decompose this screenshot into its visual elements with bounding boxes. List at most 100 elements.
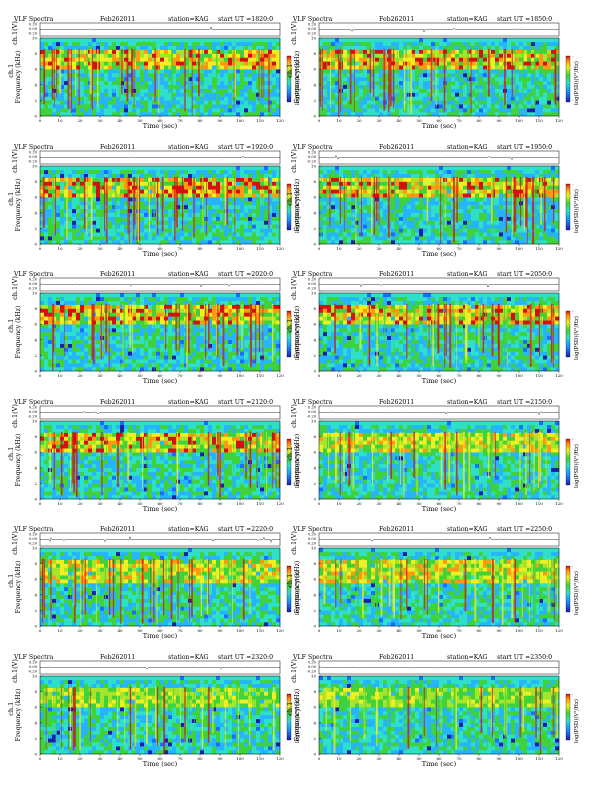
- spectrogram-cell: [439, 173, 444, 178]
- spectrogram-cell: [64, 201, 69, 206]
- spectrogram-cell: [264, 49, 269, 54]
- spectrogram-cell: [268, 92, 273, 97]
- spectrogram-cell: [220, 228, 225, 233]
- spectrogram-cell: [152, 80, 157, 85]
- spectrogram-cell: [92, 181, 97, 186]
- spectrogram-cell: [136, 84, 141, 89]
- spectrogram-cell: [411, 197, 416, 202]
- spectrogram-cell: [272, 84, 277, 89]
- spectrogram-cell: [228, 189, 233, 194]
- spectrogram-cell: [491, 69, 496, 74]
- spectrogram-cell: [331, 104, 336, 109]
- spectrogram-cell: [244, 220, 249, 225]
- spectrogram-cell: [531, 49, 536, 54]
- spectrogram-cell: [447, 189, 452, 194]
- spectrogram-cell: [543, 41, 548, 46]
- spectrogram-cell: [64, 216, 69, 221]
- spectrogram-cell: [148, 166, 153, 171]
- spectrogram-cell: [459, 208, 464, 213]
- spectrogram-cell: [40, 240, 45, 245]
- spectrogram-cell: [323, 197, 328, 202]
- spectrogram-cell: [272, 208, 277, 213]
- spectrogram-cell: [156, 73, 161, 78]
- spectrogram-cell: [164, 108, 169, 113]
- spectrogram-cell: [256, 201, 261, 206]
- spectrogram-cell: [244, 65, 249, 70]
- spectrogram-cell: [451, 41, 456, 46]
- spectrogram-cell: [120, 193, 125, 198]
- spectrogram-cell: [140, 212, 145, 217]
- spectrogram-cell: [128, 112, 133, 117]
- spectrogram-cell: [411, 216, 416, 221]
- spectrogram-cell: [495, 80, 500, 85]
- spectrogram-cell: [351, 232, 356, 237]
- time-tick-label: 90: [496, 118, 502, 123]
- spectrogram-cell: [435, 197, 440, 202]
- spectrogram-cell: [248, 84, 253, 89]
- spectrogram-cell: [351, 236, 356, 241]
- spectrogram-cell: [144, 112, 149, 117]
- spectrogram-cell: [208, 224, 213, 229]
- spectrogram-cell: [355, 96, 360, 101]
- spectrogram-cell: [407, 201, 412, 206]
- spectrogram-cell: [379, 185, 384, 190]
- spectrogram-cell: [76, 73, 81, 78]
- spectrogram-cell: [164, 189, 169, 194]
- spectrogram-cell: [56, 57, 61, 62]
- spectrogram-cell: [144, 104, 149, 109]
- spectrogram-cell: [244, 240, 249, 245]
- spectrogram-cell: [499, 240, 504, 245]
- spectrogram-cell: [375, 108, 380, 113]
- spectrogram-cell: [435, 212, 440, 217]
- spectrogram-cell: [379, 216, 384, 221]
- spectrogram-cell: [144, 201, 149, 206]
- spectrogram-cell: [60, 112, 65, 117]
- spectrogram-cell: [323, 240, 328, 245]
- spectrogram-cell: [395, 38, 400, 43]
- spectrogram-cell: [224, 41, 229, 46]
- spectrogram-cell: [56, 61, 61, 66]
- spectrogram-cell: [475, 166, 480, 171]
- spectrogram-cell: [204, 100, 209, 105]
- spectrogram-cell: [343, 38, 348, 43]
- spectrogram-cell: [355, 108, 360, 113]
- spectrogram-cell: [523, 177, 528, 182]
- ch1-tick-label: -0.20: [28, 160, 38, 164]
- spectrogram-cell: [415, 69, 420, 74]
- spectrogram-cell: [423, 228, 428, 233]
- spectrogram-cell: [100, 38, 105, 43]
- spectrogram-cell: [276, 73, 281, 78]
- spectrogram-cell: [192, 166, 197, 171]
- spectrogram-cell: [188, 69, 193, 74]
- spectrogram-cell: [475, 41, 480, 46]
- spectrogram-cell: [124, 53, 129, 58]
- spectrogram-cell: [415, 104, 420, 109]
- spectrogram-cell: [220, 169, 225, 174]
- spectrogram-cell: [355, 112, 360, 117]
- spectrogram-cell: [48, 53, 53, 58]
- spectrogram-cell: [531, 173, 536, 178]
- spectrogram-cell: [383, 220, 388, 225]
- spectrogram-cell: [260, 193, 265, 198]
- spectrogram-cell: [483, 112, 488, 117]
- spectrogram-cell: [371, 45, 376, 50]
- spectrogram-cell: [268, 193, 273, 198]
- spectrogram-cell: [100, 100, 105, 105]
- spectrogram-cell: [379, 104, 384, 109]
- spectrogram-cell: [479, 212, 484, 217]
- spectrogram-cell: [467, 38, 472, 43]
- spectrogram-cell: [367, 57, 372, 62]
- spectrogram-cell: [363, 208, 368, 213]
- spectrogram-cell: [44, 236, 49, 241]
- spectrogram-cell: [204, 69, 209, 74]
- spectrogram-cell: [216, 88, 221, 93]
- spectrogram-cell: [367, 69, 372, 74]
- spectrogram-cell: [431, 41, 436, 46]
- spectrogram-cell: [68, 181, 73, 186]
- spectrogram-cell: [100, 84, 105, 89]
- spectrogram-cell: [148, 173, 153, 178]
- spectrogram-cell: [60, 166, 65, 171]
- ch1-axis-label: ch.1(V): [290, 149, 298, 173]
- spectrogram-cell: [252, 224, 257, 229]
- spectrogram-cell: [327, 185, 332, 190]
